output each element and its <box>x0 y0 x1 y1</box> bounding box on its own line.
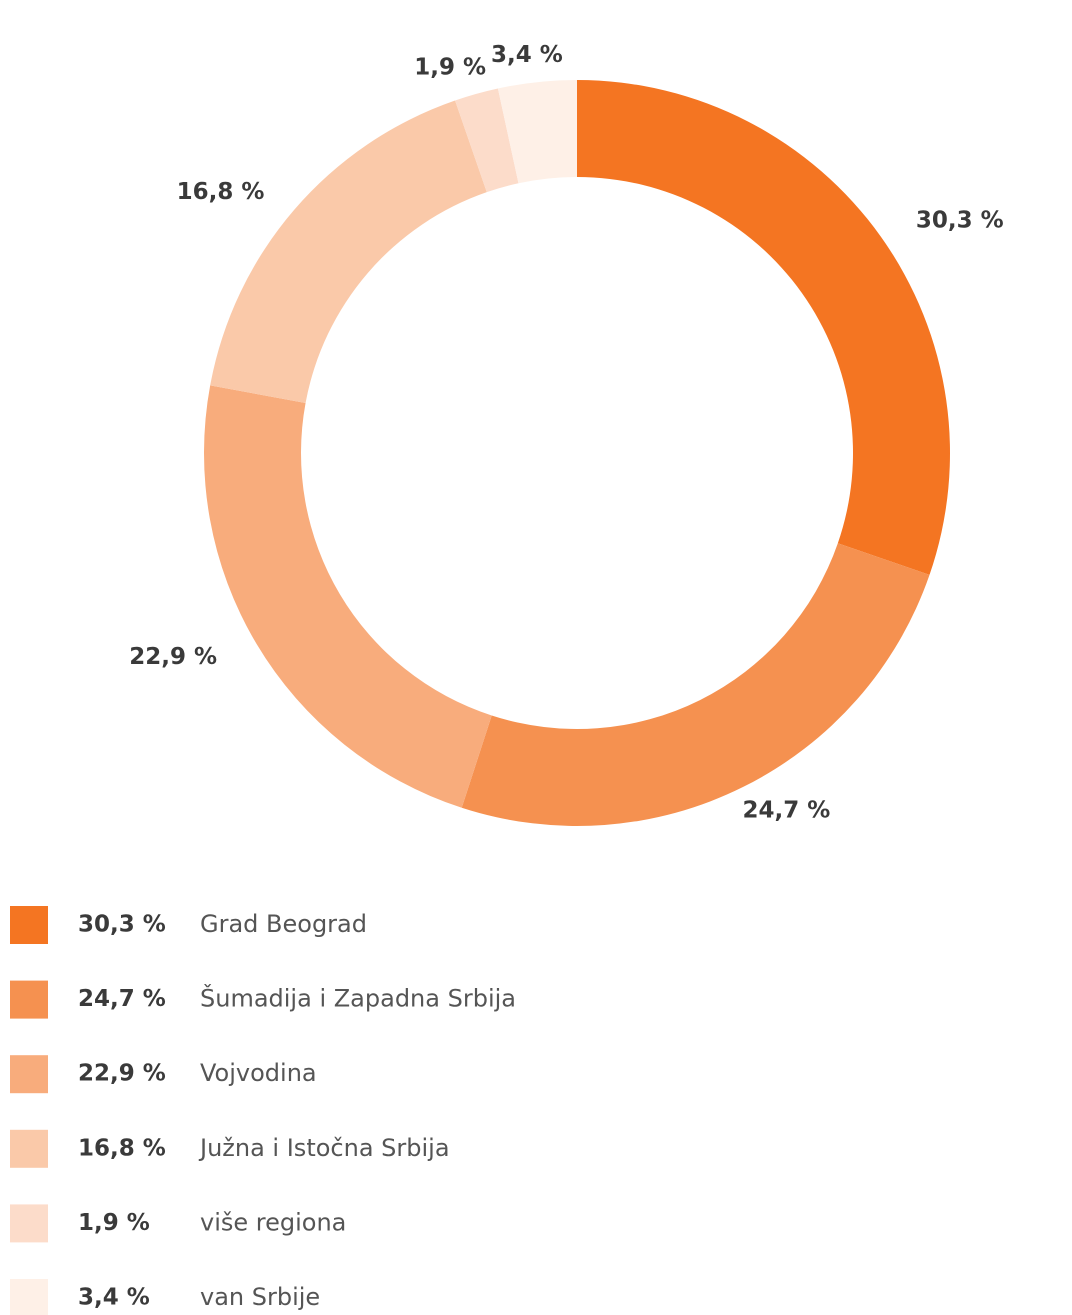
legend-swatch <box>10 906 48 944</box>
donut-slice <box>497 80 577 184</box>
legend-value: 24,7 % <box>78 986 166 1012</box>
donut-slice <box>461 543 930 826</box>
slice-label: 16,8 % <box>177 179 265 205</box>
legend-value: 30,3 % <box>78 912 166 938</box>
legend-label: Šumadija i Zapadna Srbija <box>200 983 516 1013</box>
legend-label: više regiona <box>200 1208 346 1236</box>
legend-swatch <box>10 1279 48 1315</box>
slice-label: 22,9 % <box>129 644 217 670</box>
donut-slice <box>204 385 492 808</box>
slice-label: 1,9 % <box>414 54 486 80</box>
legend-value: 16,8 % <box>78 1135 166 1161</box>
donut-slice <box>455 88 519 193</box>
legend-label: Južna i Istočna Srbija <box>198 1134 450 1162</box>
slice-label: 3,4 % <box>491 42 563 68</box>
donut-slice <box>577 80 950 575</box>
legend-swatch <box>10 1129 48 1168</box>
legend-value: 22,9 % <box>78 1061 166 1087</box>
legend-swatch <box>10 1204 48 1243</box>
legend-label: van Srbije <box>200 1283 320 1311</box>
legend-label: Vojvodina <box>200 1059 317 1087</box>
legend-label: Grad Beograd <box>200 910 367 938</box>
slice-label: 30,3 % <box>916 207 1004 233</box>
legend-value: 3,4 % <box>78 1285 150 1311</box>
legend-swatch <box>10 1055 48 1094</box>
legend-swatch <box>10 980 48 1019</box>
donut-slice <box>210 100 487 403</box>
slice-label: 24,7 % <box>743 798 831 824</box>
legend-value: 1,9 % <box>78 1210 150 1236</box>
